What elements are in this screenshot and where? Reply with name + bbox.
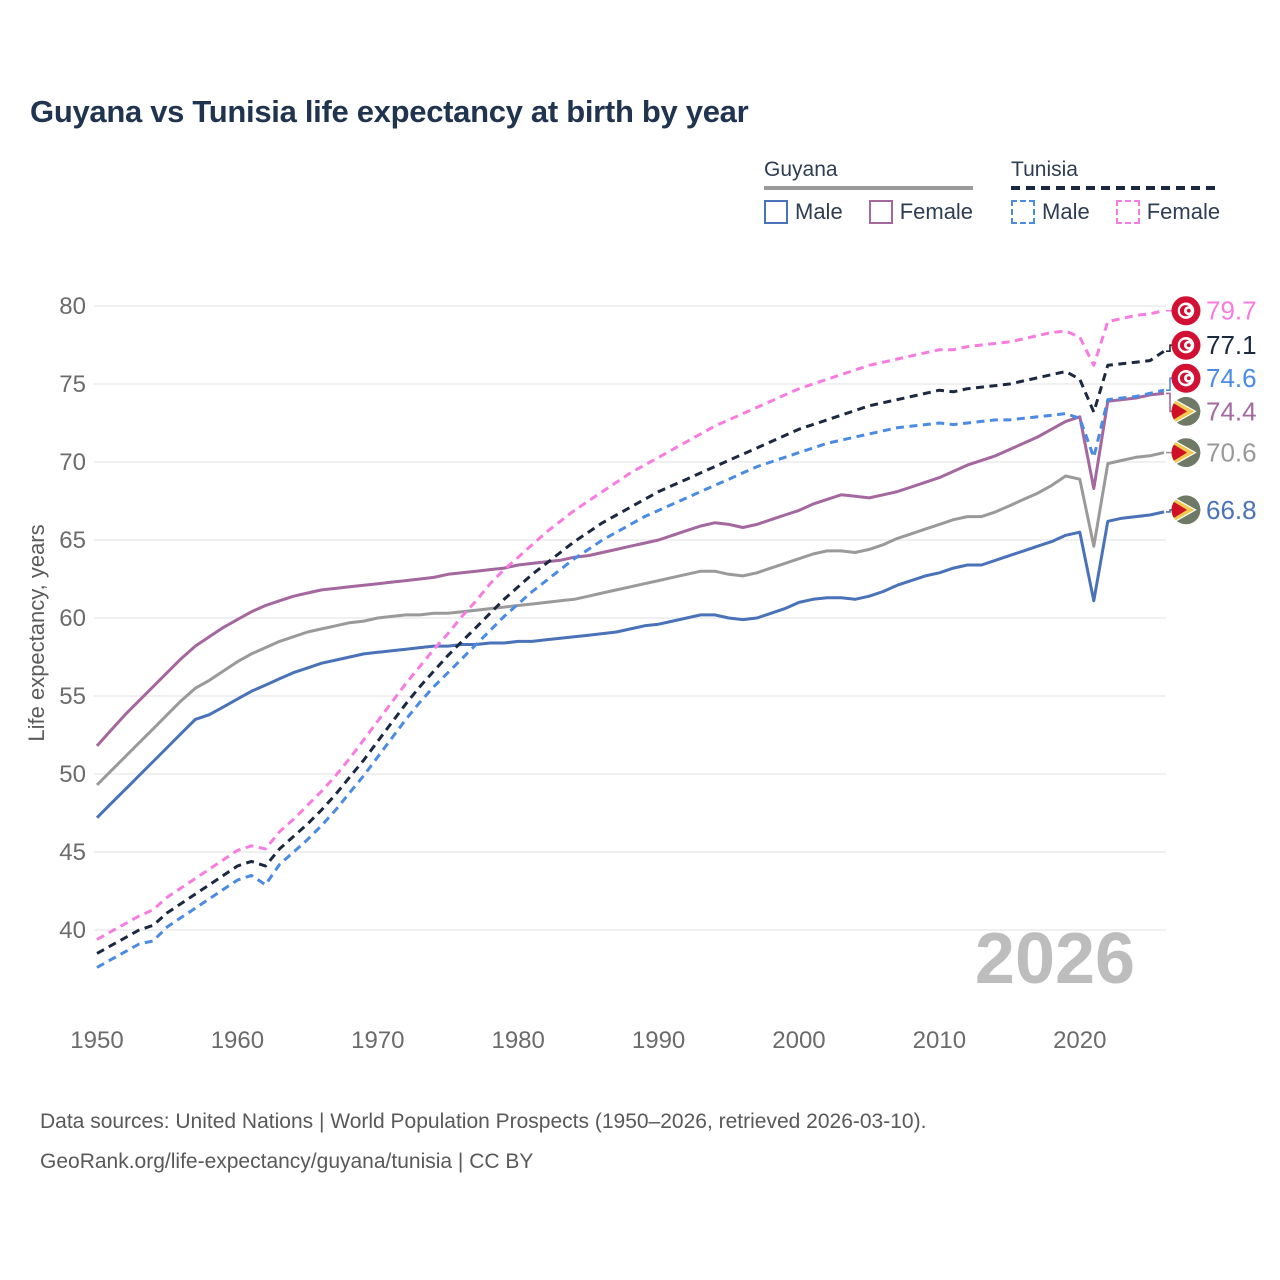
legend-item-tunisia-male[interactable]: Male [1011, 199, 1090, 225]
guyana-flag-icon [1171, 495, 1201, 525]
guyana-flag-icon [1171, 396, 1201, 426]
y-tick-label: 50 [59, 761, 86, 788]
end-value-label-guyana-female: 74.4 [1206, 396, 1257, 426]
series-lines [95, 309, 1165, 969]
guyana-flag-inner [1171, 396, 1201, 426]
x-tick-label: 2010 [913, 1027, 966, 1054]
series-line-tunisia-male [96, 388, 1165, 969]
y-tick-label: 65 [59, 527, 86, 554]
guyana-flag-icon [1171, 438, 1201, 468]
legend-tunisia-underline [1011, 186, 1221, 190]
legend-item-tunisia-female[interactable]: Female [1115, 199, 1221, 225]
chart-title: Guyana vs Tunisia life expectancy at bir… [30, 94, 749, 129]
legend: Guyana Male Female Tunisia Male [764, 158, 1221, 225]
end-label-leader-line [1166, 344, 1173, 352]
tunisia-flag-icon [1171, 296, 1201, 326]
footer-attribution: GeoRank.org/life-expectancy/guyana/tunis… [40, 1142, 926, 1182]
y-tick-label: 80 [59, 293, 86, 320]
x-tick-label: 1950 [70, 1027, 123, 1054]
y-tick-label: 45 [59, 839, 86, 866]
legend-item-guyana-male[interactable]: Male [764, 199, 843, 225]
tunisia-flag-icon [1171, 363, 1201, 393]
series-line-tunisia-female [96, 309, 1165, 941]
footer-license: | CC BY [452, 1150, 534, 1173]
gridlines: 40 45 50 55 60 65 70 75 80 [59, 293, 1166, 944]
series-line-guyana-all [95, 451, 1165, 786]
footer-link[interactable]: GeoRank.org/life-expectancy/guyana/tunis… [40, 1150, 453, 1173]
tunisia-male-swatch-icon [1011, 200, 1036, 224]
guyana-flag-red-triangle [1171, 401, 1187, 421]
legend-guyana-underline [764, 186, 974, 190]
y-tick-label: 60 [59, 605, 86, 632]
x-tick-label: 2000 [772, 1027, 825, 1054]
legend-tunisia-title: Tunisia [1011, 158, 1078, 181]
end-label-leader-line [1166, 377, 1173, 391]
legend-label-guyana-female: Female [899, 199, 974, 224]
end-value-label-guyana-all: 70.6 [1206, 438, 1257, 468]
guyana-flag-inner [1171, 495, 1201, 525]
x-tick-label: 1970 [351, 1027, 404, 1054]
end-value-label-guyana-male: 66.8 [1206, 495, 1257, 525]
watermark-year: 2026 [975, 919, 1135, 999]
legend-label-guyana-male: Male [795, 199, 843, 224]
guyana-flag-red-triangle [1171, 443, 1187, 463]
legend-label-tunisia-male: Male [1042, 199, 1090, 224]
y-axis-title: Life expectancy, years [24, 524, 49, 741]
y-tick-label: 40 [59, 917, 86, 944]
legend-guyana-title: Guyana [764, 158, 838, 181]
x-tick-label: 2020 [1053, 1027, 1106, 1054]
guyana-flag-red-triangle [1171, 500, 1187, 520]
guyana-male-swatch-icon [764, 200, 788, 224]
x-tick-label: 1980 [491, 1027, 544, 1054]
tunisia-flag-star [1186, 343, 1191, 348]
series-line-guyana-male [95, 510, 1165, 819]
end-value-label-tunisia-all: 77.1 [1206, 330, 1257, 360]
guyana-flag-inner [1171, 438, 1201, 468]
tunisia-flag-icon [1171, 330, 1201, 360]
legend-label-tunisia-female: Female [1146, 199, 1221, 224]
x-tick-label: 1960 [211, 1027, 264, 1054]
end-value-label-tunisia-male: 74.6 [1206, 363, 1257, 393]
legend-item-guyana-female[interactable]: Female [868, 199, 974, 225]
y-tick-label: 75 [59, 371, 86, 398]
tunisia-flag-star [1186, 376, 1191, 381]
end-value-label-tunisia-female: 79.7 [1206, 296, 1257, 326]
tunisia-female-swatch-icon [1115, 200, 1140, 224]
footer: Data sources: United Nations | World Pop… [40, 1102, 926, 1182]
end-label-leader-line [1166, 509, 1173, 513]
end-label-leader-line [1166, 392, 1173, 413]
tunisia-flag-star [1186, 308, 1191, 313]
legend-group-guyana: Guyana Male Female [764, 158, 974, 225]
x-tick-label: 1990 [632, 1027, 685, 1054]
footer-data-sources: Data sources: United Nations | World Pop… [40, 1110, 927, 1133]
y-tick-label: 70 [59, 449, 86, 476]
series-line-tunisia-all [96, 349, 1165, 955]
y-tick-label: 55 [59, 683, 86, 710]
series-line-guyana-female [95, 391, 1165, 747]
legend-group-tunisia: Tunisia Male Female [1011, 158, 1221, 225]
guyana-female-swatch-icon [868, 200, 893, 224]
